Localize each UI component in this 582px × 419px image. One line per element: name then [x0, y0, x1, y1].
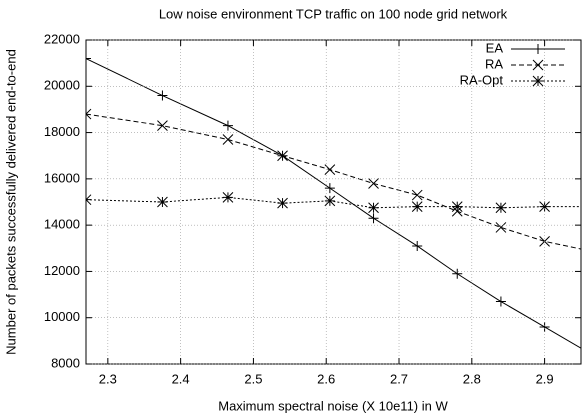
y-tick-label: 16000: [44, 170, 80, 185]
legend-label: RA: [485, 56, 503, 71]
y-tick-label: 20000: [44, 78, 80, 93]
data-point: [368, 202, 379, 214]
data-point: [368, 213, 379, 224]
y-tick-label: 14000: [44, 217, 80, 232]
data-point: [277, 150, 288, 162]
data-point: [86, 108, 92, 120]
legend-label: EA: [486, 40, 504, 55]
legend-marker: [533, 44, 543, 54]
data-point: [368, 178, 379, 189]
data-point: [324, 164, 336, 175]
legend-label: RA-Opt: [460, 72, 504, 87]
series-line: [86, 196, 581, 209]
data-point: [222, 120, 233, 131]
data-point: [539, 201, 550, 212]
series-line: [86, 113, 581, 250]
x-tick-label: 2.8: [463, 371, 481, 386]
data-point: [495, 202, 507, 214]
x-tick-label: 2.5: [244, 371, 262, 386]
x-tick-label: 2.9: [536, 371, 554, 386]
data-point: [411, 189, 423, 201]
data-point: [495, 296, 506, 307]
x-tick-label: 2.3: [99, 371, 117, 386]
x-axis-label: Maximum spectral noise (X 10e11) in W: [218, 398, 448, 413]
data-point: [411, 201, 423, 212]
legend-marker: [532, 59, 544, 71]
data-point: [324, 195, 336, 207]
data-point: [157, 196, 168, 208]
data-point: [539, 321, 550, 332]
data-point: [277, 197, 288, 209]
data-point: [86, 53, 91, 64]
y-tick-label: 10000: [44, 309, 80, 324]
y-tick-label: 18000: [44, 124, 80, 139]
y-tick-label: 22000: [44, 31, 80, 46]
plot-area: [86, 53, 581, 349]
data-point: [451, 201, 463, 212]
data-point: [157, 120, 168, 131]
data-point: [452, 268, 463, 279]
data-point: [412, 240, 423, 251]
data-point: [324, 183, 335, 194]
chart-title: Low noise environment TCP traffic on 100…: [159, 6, 508, 21]
data-point: [222, 192, 234, 203]
y-tick-label: 12000: [44, 263, 80, 278]
y-axis-label: Number of packets successfully delivered…: [3, 49, 18, 355]
x-tick-label: 2.6: [317, 371, 335, 386]
x-tick-label: 2.4: [172, 371, 190, 386]
legend-marker: [532, 75, 544, 87]
y-tick-label: 8000: [51, 355, 80, 370]
data-point: [86, 194, 92, 206]
x-tick-label: 2.7: [390, 371, 408, 386]
data-point: [222, 134, 234, 145]
data-point: [495, 222, 507, 233]
data-point: [157, 90, 168, 101]
